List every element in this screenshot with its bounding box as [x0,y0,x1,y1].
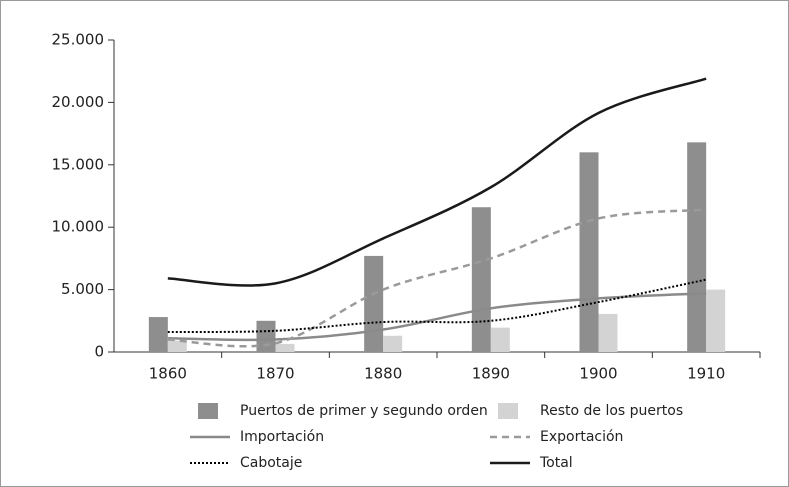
legend-label: Puertos de primer y segundo orden [240,403,488,419]
x-tick-label: 1860 [149,365,187,383]
bar [148,317,168,352]
bar [167,340,187,352]
legend-label: Cabotaje [240,455,302,471]
legend-label: Exportación [540,429,623,445]
y-tick-label: 5.000 [61,280,104,298]
bar [687,142,707,352]
legend-label: Importación [240,429,324,445]
line [167,208,707,348]
x-tick-label: 1870 [256,365,294,383]
x-tick-label: 1880 [364,365,402,383]
legend-label: Total [539,455,573,471]
bar [579,152,599,352]
line [167,292,707,342]
bar [364,255,384,352]
x-tick-label: 1910 [687,365,725,383]
line [167,278,707,334]
bar [490,327,510,352]
bar [383,335,403,352]
bar [598,313,618,352]
y-tick-label: 0 [94,343,104,361]
legend-swatch [198,403,218,419]
bar [275,343,295,352]
legend-swatch [498,403,518,419]
y-tick-label: 10.000 [52,218,105,236]
bar [706,289,726,352]
legend-label: Resto de los puertos [540,403,683,419]
line [167,77,707,287]
x-tick-label: 1900 [579,365,617,383]
bar [256,320,276,352]
y-tick-label: 15.000 [52,155,105,173]
y-tick-label: 25.000 [52,31,105,49]
y-tick-label: 20.000 [52,93,105,111]
bar [471,207,491,352]
x-tick-label: 1890 [472,365,510,383]
